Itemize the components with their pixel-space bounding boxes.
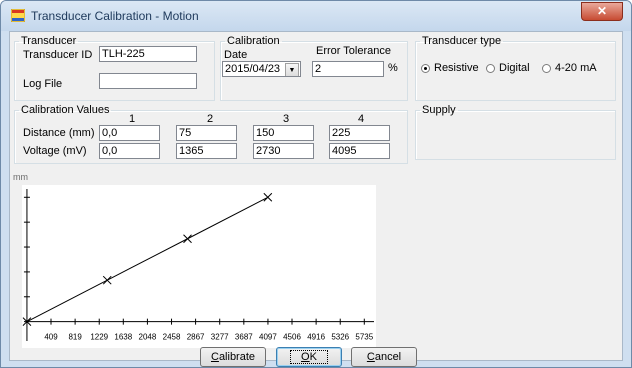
x-tick-label: 2048 <box>139 333 157 342</box>
transducer-type-legend: Transducer type <box>422 35 502 47</box>
x-tick-label: 4506 <box>283 333 301 342</box>
transducer-id-label: Transducer ID <box>23 49 93 61</box>
column-header-4: 4 <box>358 113 365 125</box>
data-point-marker <box>102 275 112 285</box>
error-tolerance-label: Error Tolerance <box>316 45 391 57</box>
radio-4-20ma[interactable] <box>542 64 551 73</box>
distance-field-1[interactable]: 0,0 <box>99 125 160 141</box>
calibration-values-group: Calibration Values <box>14 104 408 164</box>
error-tolerance-field[interactable]: 2 <box>312 61 384 77</box>
transducer-id-field[interactable]: TLH-225 <box>99 46 197 62</box>
voltage-field-2[interactable]: 1365 <box>176 143 237 159</box>
date-picker[interactable]: 2015/04/23 ▼ <box>222 61 301 77</box>
ok-button[interactable]: OK <box>276 347 342 367</box>
x-tick-label: 4097 <box>259 333 277 342</box>
window-title: Transducer Calibration - Motion <box>31 9 199 23</box>
x-tick-label: 5326 <box>331 333 349 342</box>
x-tick-label: 2458 <box>163 333 181 342</box>
radio-digital-label[interactable]: Digital <box>499 62 530 74</box>
supply-legend: Supply <box>422 104 456 116</box>
data-point-marker <box>263 192 273 202</box>
close-button[interactable]: ✕ <box>581 2 623 21</box>
data-point-marker <box>183 234 192 244</box>
app-icon <box>11 9 25 22</box>
radio-4-20ma-label[interactable]: 4-20 mA <box>555 62 597 74</box>
close-icon: ✕ <box>596 4 608 18</box>
calibration-line <box>26 196 269 323</box>
x-tick-label: 4916 <box>307 333 325 342</box>
x-tick-label: 819 <box>68 333 82 342</box>
date-label: Date <box>224 49 248 61</box>
x-tick-label: 409 <box>44 333 58 342</box>
distance-field-3[interactable]: 150 <box>253 125 314 141</box>
calibration-chart: 4590135180225409819122916382048245828673… <box>22 185 376 348</box>
voltage-field-4[interactable]: 4095 <box>329 143 390 159</box>
x-tick-label: 1229 <box>90 333 108 342</box>
distance-field-4[interactable]: 225 <box>329 125 390 141</box>
x-tick-label: 3277 <box>211 333 229 342</box>
x-tick-label: 5735 <box>355 333 373 342</box>
date-value: 2015/04/23 <box>225 63 281 75</box>
supply-group: Supply <box>415 104 616 160</box>
data-point-marker <box>22 317 32 327</box>
log-file-label: Log File <box>23 78 63 90</box>
x-tick-label: 2867 <box>187 333 205 342</box>
column-header-3: 3 <box>283 113 290 125</box>
transducer-legend: Transducer <box>21 35 77 47</box>
voltage-field-3[interactable]: 2730 <box>253 143 314 159</box>
cancel-button[interactable]: Cancel <box>351 347 417 367</box>
distance-label: Distance (mm) <box>23 127 95 139</box>
radio-resistive[interactable] <box>421 64 430 73</box>
calibration-legend: Calibration <box>227 35 280 47</box>
voltage-field-1[interactable]: 0,0 <box>99 143 160 159</box>
chart-y-unit: mm <box>13 172 28 182</box>
voltage-label: Voltage (mV) <box>23 145 87 157</box>
ok-focus: OK <box>290 350 328 364</box>
calibration-group: Calibration <box>220 35 408 101</box>
tolerance-unit: % <box>388 62 398 74</box>
transducer-type-group: Transducer type <box>415 35 616 101</box>
log-file-field[interactable] <box>99 73 197 89</box>
distance-field-2[interactable]: 75 <box>176 125 237 141</box>
dialog-client: Transducer Transducer ID TLH-225 Log Fil… <box>9 31 623 367</box>
title-bar[interactable]: Transducer Calibration - Motion ✕ <box>1 1 631 31</box>
column-header-1: 1 <box>129 113 136 125</box>
calibration-chart-svg: 4590135180225409819122916382048245828673… <box>22 189 374 342</box>
column-header-2: 2 <box>207 113 214 125</box>
calibrate-button[interactable]: Calibrate <box>200 347 266 367</box>
calibration-values-legend: Calibration Values <box>21 104 110 116</box>
chevron-down-icon[interactable]: ▼ <box>285 63 299 76</box>
x-tick-label: 3687 <box>235 333 253 342</box>
transducer-group: Transducer <box>14 35 215 101</box>
radio-resistive-label[interactable]: Resistive <box>434 62 479 74</box>
radio-digital[interactable] <box>486 64 495 73</box>
x-tick-label: 1638 <box>114 333 132 342</box>
